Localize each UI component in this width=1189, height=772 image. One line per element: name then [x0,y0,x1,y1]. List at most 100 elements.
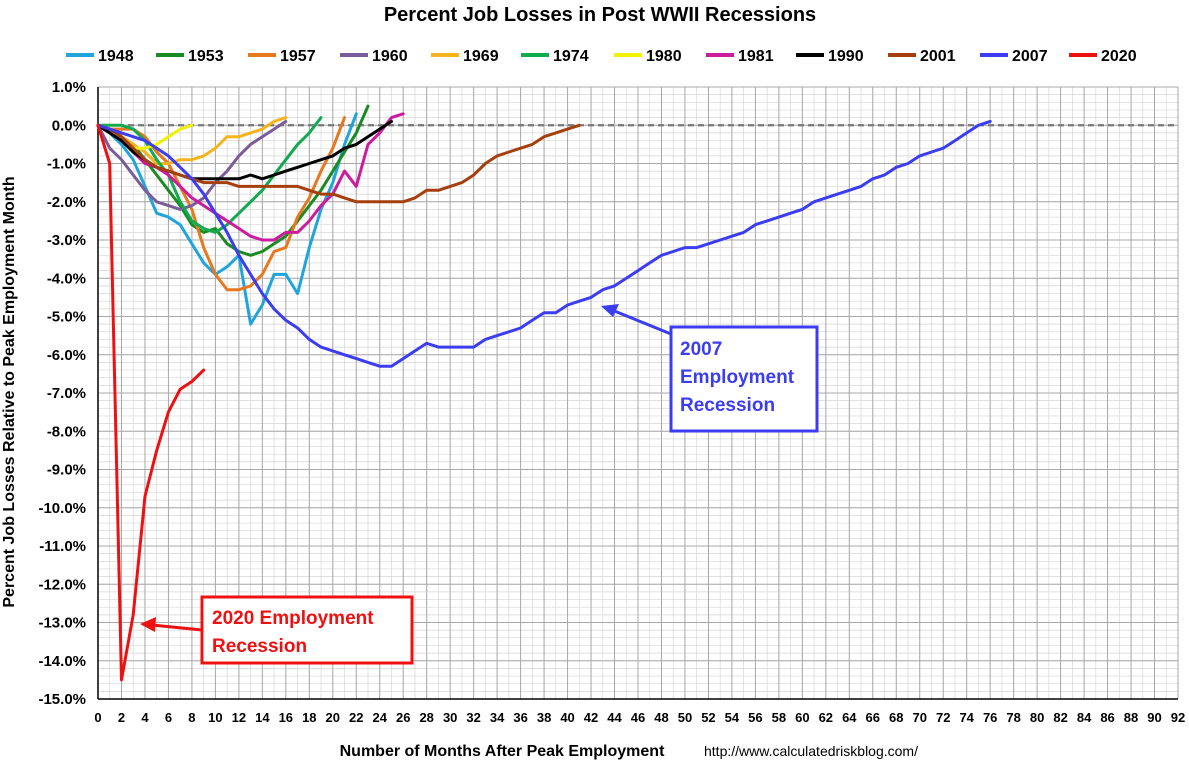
x-tick-label: 24 [373,710,388,725]
legend-label-1974: 1974 [553,48,589,65]
annotation-2007-text: Employment [680,367,795,388]
y-tick-label: 0.0% [52,117,86,134]
x-tick-label: 74 [959,710,974,725]
x-tick-label: 8 [188,710,195,725]
y-tick-label: 1.0% [52,79,86,96]
legend-label-1953: 1953 [188,48,224,65]
x-tick-label: 56 [748,710,762,725]
x-tick-label: 26 [396,710,410,725]
y-tick-label: -4.0% [47,270,86,287]
x-tick-label: 62 [819,710,833,725]
x-tick-label: 28 [419,710,433,725]
x-tick-label: 88 [1124,710,1138,725]
series-line-2001 [96,123,581,204]
x-tick-label: 48 [654,710,668,725]
x-tick-label: 34 [490,710,505,725]
x-tick-label: 14 [255,710,270,725]
x-tick-label: 6 [165,710,172,725]
x-tick-label: 54 [725,710,740,725]
series-line-1969 [96,116,288,165]
legend-label-2007: 2007 [1012,48,1048,65]
y-tick-label: -1.0% [47,156,86,173]
x-tick-label: 66 [866,710,880,725]
axes [97,87,1178,700]
y-tick-label: -8.0% [47,423,86,440]
y-tick-label: -12.0% [38,576,86,593]
annotation-2007-text: 2007 [680,339,722,360]
x-tick-label: 64 [842,710,857,725]
x-tick-label: 72 [936,710,950,725]
x-tick-label: 92 [1171,710,1185,725]
x-tick-label: 20 [326,710,340,725]
annotation-2020-text: Recession [212,636,307,657]
legend-label-2020: 2020 [1101,48,1137,65]
x-tick-label: 70 [913,710,927,725]
x-tick-label: 12 [232,710,246,725]
y-tick-label: -14.0% [38,653,86,670]
annotation-2007-arrow [611,308,672,336]
x-tick-label: 16 [279,710,293,725]
x-tick-label: 10 [208,710,222,725]
series-line-1974 [96,116,323,234]
x-tick-label: 82 [1053,710,1067,725]
y-tick-label: -6.0% [47,347,86,364]
x-tick-label: 76 [983,710,997,725]
y-tick-label: -2.0% [47,194,86,211]
x-tick-label: 42 [584,710,598,725]
annotation-2020-arrowhead [140,617,156,632]
series-lines [96,104,992,682]
source-url: http://www.calculatedriskblog.com/ [704,743,918,759]
x-tick-label: 68 [889,710,903,725]
x-tick-label: 78 [1006,710,1020,725]
x-tick-label: 2 [118,710,125,725]
x-tick-label: 36 [513,710,527,725]
x-tick-label: 38 [537,710,551,725]
y-tick-label: -9.0% [47,462,86,479]
x-tick-label: 60 [795,710,809,725]
legend-label-1990: 1990 [828,48,864,65]
legend-label-1981: 1981 [738,48,774,65]
y-tick-label: -3.0% [47,232,86,249]
x-tick-label: 84 [1077,710,1092,725]
legend-label-1980: 1980 [646,48,682,65]
legend-label-1957: 1957 [280,48,316,65]
annotation-2020-box [200,595,414,665]
x-tick-label: 46 [631,710,645,725]
x-tick-label: 30 [443,710,457,725]
annotations: 2007 Employment Recession 2020 Employment Re… [140,304,819,665]
x-tick-label: 50 [678,710,692,725]
annotation-2007-text: Recession [680,395,775,416]
x-tick-label: 0 [94,710,101,725]
legend-label-2001: 2001 [920,48,956,65]
x-tick-label: 44 [607,710,622,725]
legend-label-1969: 1969 [463,48,499,65]
annotation-2020-text: 2020 Employment [212,608,374,629]
x-tick-label: 90 [1147,710,1161,725]
annotation-2007-box [669,325,819,433]
x-tick-label: 4 [141,710,149,725]
y-tick-label: -15.0% [38,691,86,708]
annotation-2020-arrow [151,623,203,632]
series-line-1948 [96,112,358,326]
y-tick-label: -10.0% [38,500,86,517]
series-line-2007 [96,119,992,368]
legend-label-1960: 1960 [372,48,408,65]
x-tick-label: 52 [701,710,715,725]
x-tick-labels: 0 2 4 6 8 10 12 14 16 18 20 22 24 26 28 30 32 34 36 38 40 42 4… [94,710,1185,725]
y-tick-label: -5.0% [47,309,86,326]
chart-title: Percent Job Losses in Post WWII Recessio… [384,4,816,26]
x-tick-label: 22 [349,710,363,725]
y-tick-label: -11.0% [39,538,86,555]
series-line-1960 [96,119,288,211]
y-tick-labels: 1.0% 0.0% -1.0% -2.0% -3.0% -4.0% -5.0% -6.0% -7… [38,79,86,708]
series-line-2020 [96,123,206,682]
y-tick-label: -7.0% [47,385,86,402]
x-tick-label: 18 [302,710,316,725]
x-tick-label: 40 [560,710,574,725]
x-tick-label: 80 [1030,710,1044,725]
series-line-1981 [96,112,405,242]
y-tick-label: -13.0% [38,615,86,632]
legend-label-1948: 1948 [98,48,134,65]
legend: 1948 1953 1957 1960 1969 1974 1980 1981 1990 2001… [66,48,1137,65]
